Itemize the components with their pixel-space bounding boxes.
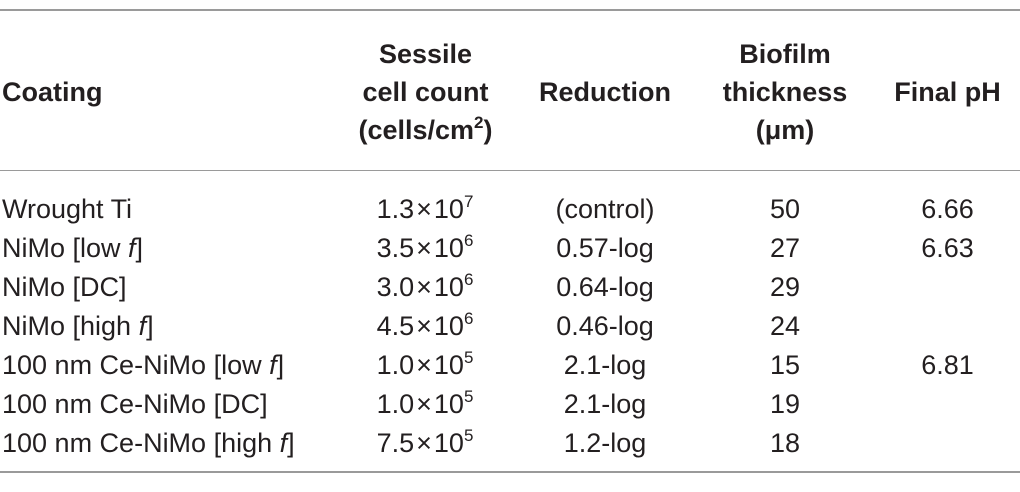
- header-final-ph: Final pH: [894, 77, 1001, 107]
- cell-final-ph: [880, 307, 1015, 346]
- cell-thickness: 29: [769, 272, 801, 302]
- cell-sessile-count: 1.0×105: [376, 348, 474, 380]
- table-bottom-rule: [0, 471, 1020, 473]
- cell-reduction: 2.1-log: [563, 389, 647, 419]
- cell-final-ph: 6.81: [921, 350, 974, 380]
- cell-final-ph: 6.66: [921, 194, 974, 224]
- cell-coating: 100 nm Ce-NiMo [high f]: [2, 428, 295, 458]
- cell-sessile-count: 4.5×106: [376, 309, 474, 341]
- cell-coating: NiMo [DC]: [2, 272, 127, 302]
- table-row: 100 nm Ce-NiMo [low f] 1.0×105 2.1-log 1…: [0, 346, 1020, 385]
- cell-coating: NiMo [low f]: [2, 233, 144, 263]
- cell-reduction: 1.2-log: [563, 428, 647, 458]
- table-row: 100 nm Ce-NiMo [DC] 1.0×105 2.1-log 19: [0, 385, 1020, 424]
- cell-reduction: 0.46-log: [556, 311, 654, 341]
- cell-sessile-count: 7.5×105: [376, 426, 474, 458]
- cell-final-ph: [880, 268, 1015, 307]
- cell-thickness: 24: [769, 311, 801, 341]
- cell-sessile-count: 3.0×106: [376, 270, 474, 302]
- table-row: 100 nm Ce-NiMo [high f] 7.5×105 1.2-log …: [0, 424, 1020, 463]
- cell-reduction: 0.64-log: [556, 272, 654, 302]
- cell-coating: NiMo [high f]: [2, 311, 154, 341]
- table-header-rule: [0, 170, 1020, 171]
- cell-thickness: 18: [769, 428, 801, 458]
- cell-coating: Wrought Ti: [2, 194, 133, 224]
- header-coating: Coating: [2, 77, 103, 107]
- table-top-rule: [0, 9, 1020, 11]
- header-reduction: Reduction: [539, 77, 671, 107]
- cell-reduction: 2.1-log: [563, 350, 647, 380]
- cell-thickness: 27: [769, 233, 801, 263]
- cell-sessile-count: 3.5×106: [376, 231, 474, 263]
- cell-final-ph: [880, 424, 1015, 463]
- cell-sessile-count: 1.0×105: [376, 387, 474, 419]
- cell-coating: 100 nm Ce-NiMo [DC]: [2, 389, 268, 419]
- cell-thickness: 15: [769, 350, 801, 380]
- header-sessile-cell-count: Sessile cell count (cells/cm2): [358, 39, 493, 145]
- cell-final-ph: [880, 385, 1015, 424]
- table-row: NiMo [DC] 3.0×106 0.64-log 29: [0, 268, 1020, 307]
- cell-sessile-count: 1.3×107: [376, 192, 474, 224]
- table-row: NiMo [high f] 4.5×106 0.46-log 24: [0, 307, 1020, 346]
- table-row: Wrought Ti 1.3×107 (control) 50 6.66: [0, 190, 1020, 229]
- table-row: NiMo [low f] 3.5×106 0.57-log 27 6.63: [0, 229, 1020, 268]
- cell-thickness: 19: [769, 389, 801, 419]
- cell-coating: 100 nm Ce-NiMo [low f]: [2, 350, 285, 380]
- cell-reduction: 0.57-log: [556, 233, 654, 263]
- cell-final-ph: 6.63: [921, 233, 974, 263]
- cell-thickness: 50: [769, 194, 801, 224]
- header-biofilm-thickness: Biofilm thickness (μm): [722, 39, 848, 145]
- cell-reduction: (control): [555, 194, 655, 224]
